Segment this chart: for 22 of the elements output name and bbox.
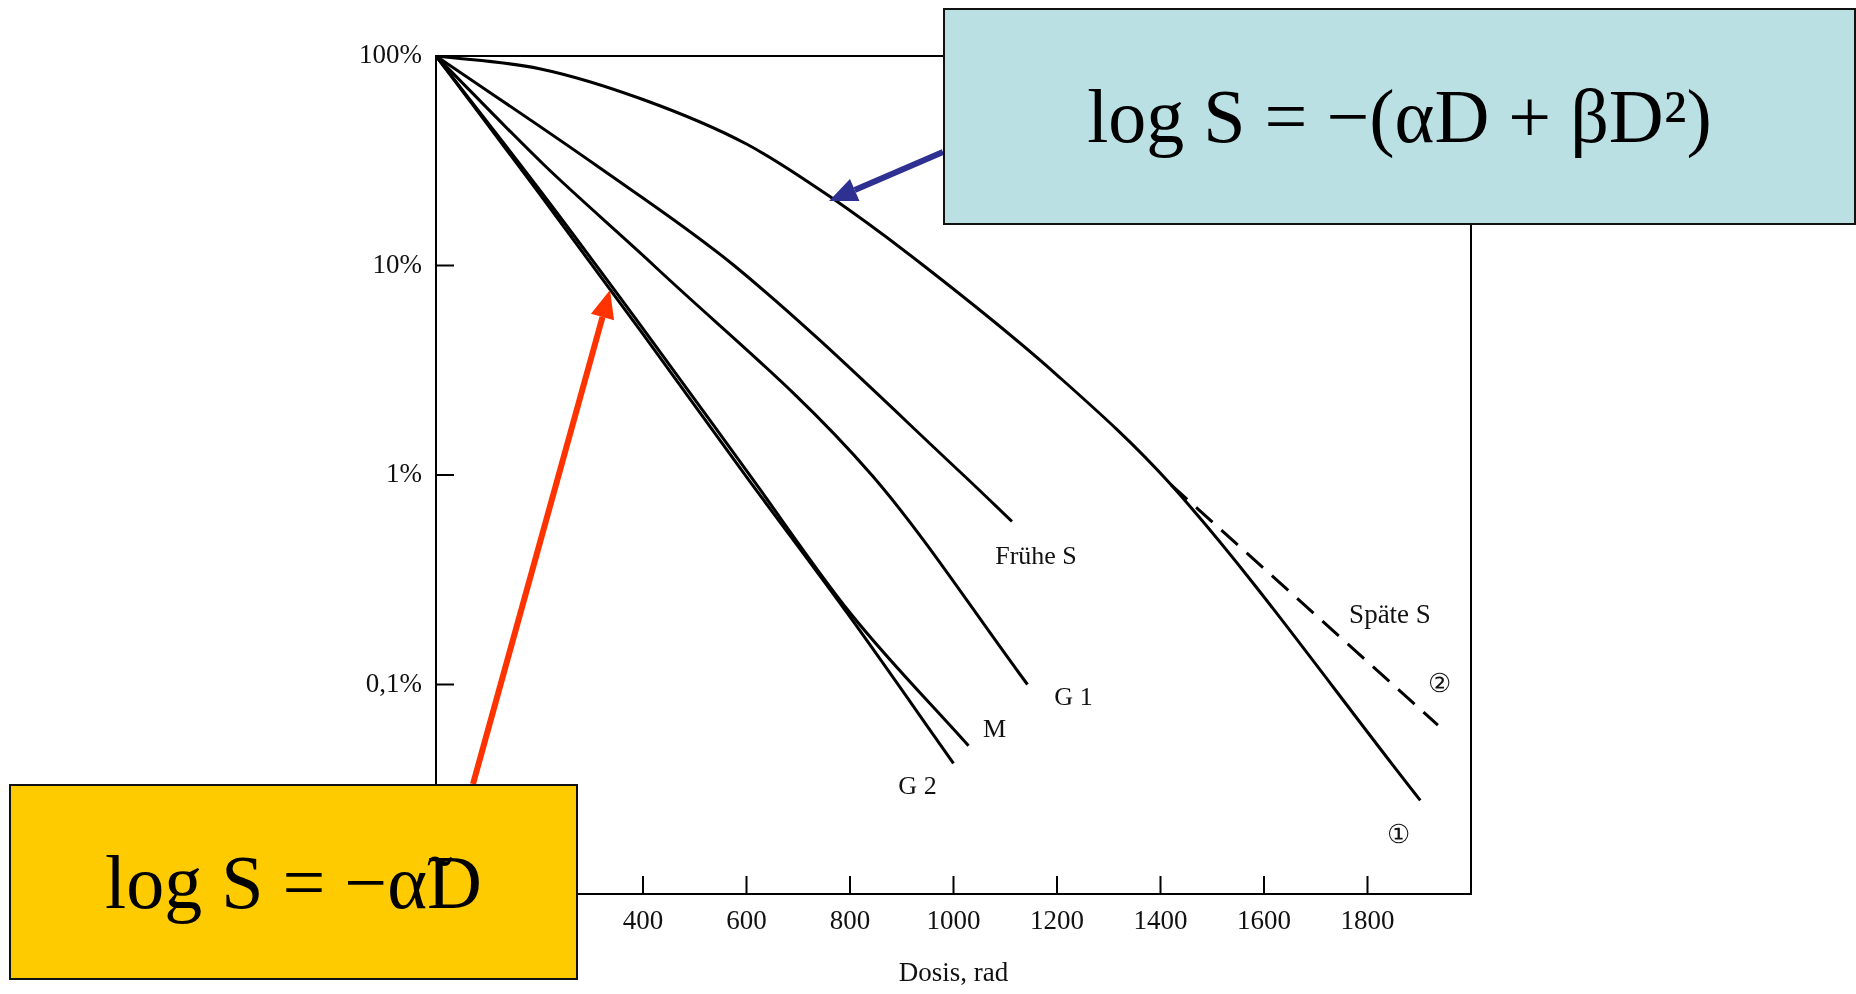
series-label: Frühe S <box>995 541 1077 571</box>
series-label: M <box>982 713 1007 743</box>
x-tick-label: 1200 <box>1030 905 1084 936</box>
y-tick-label: 0,1% <box>365 667 422 698</box>
annotation: Späte S <box>1348 598 1432 632</box>
series-label: ① <box>1386 820 1410 850</box>
series-label: ② <box>1428 668 1452 698</box>
y-tick-label: 10% <box>372 248 422 279</box>
x-tick-label: 1600 <box>1237 905 1291 936</box>
x-tick-label: 400 <box>622 905 664 936</box>
y-tick-label: 100% <box>359 39 422 70</box>
x-tick-label: 1000 <box>926 905 981 936</box>
series-label: G 2 <box>898 771 937 801</box>
formula-box: log S = −(αD + βD²) <box>943 8 1856 225</box>
series-label: G 1 <box>1054 682 1093 712</box>
x-tick-label: 1800 <box>1340 905 1395 936</box>
x-tick-label: 1400 <box>1133 905 1188 936</box>
x-tick-label: 600 <box>726 905 767 936</box>
x-tick-label: 800 <box>829 905 871 936</box>
x-axis-title: Dosis, rad <box>898 956 1009 987</box>
formula-box: log S = −α̃D <box>9 784 578 980</box>
y-tick-label: 1% <box>386 458 422 489</box>
